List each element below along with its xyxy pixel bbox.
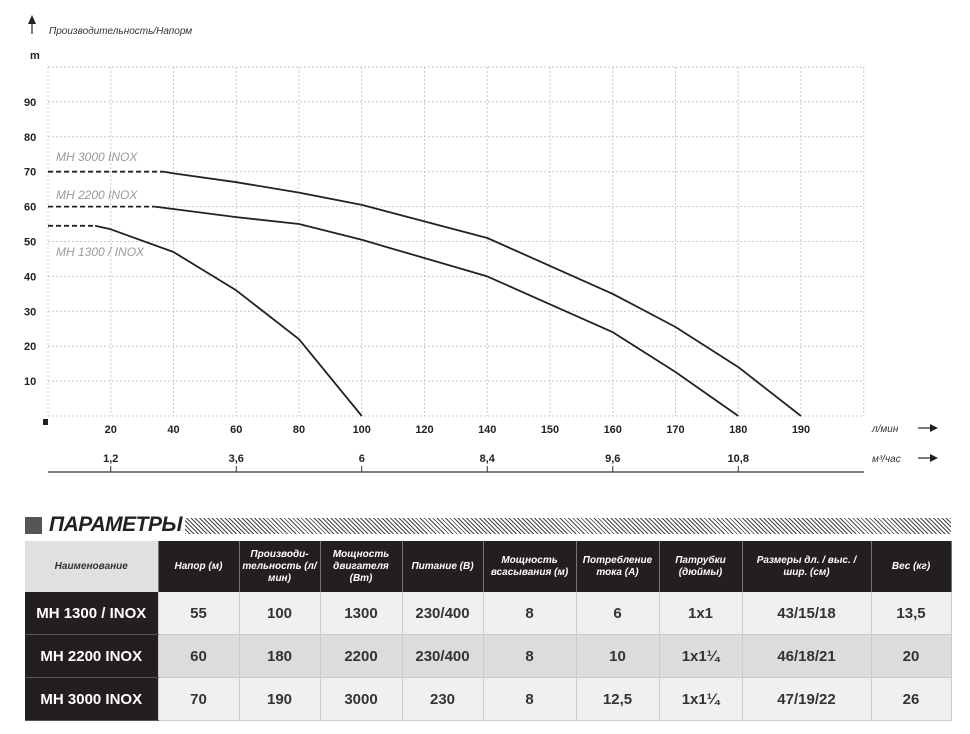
x-tick-label: 80 (293, 424, 305, 436)
table-cell: 8 (483, 634, 577, 678)
x2-tick-label: 3,6 (229, 453, 244, 465)
series-label-mh1300: MH 1300 / INOX (56, 245, 145, 259)
column-header: Потребление тока (А) (576, 541, 660, 592)
y-tick-label: 70 (24, 167, 36, 179)
x-tick-label: 180 (729, 424, 747, 436)
table-cell: 8 (483, 592, 577, 635)
y-tick-label: 60 (24, 202, 36, 214)
table-cell: 180 (239, 634, 321, 678)
table-cell: 12,5 (576, 677, 660, 721)
table-cell: 230/400 (402, 592, 484, 635)
y-tick-label: 80 (24, 132, 36, 144)
x2-axis-unit: м³/час (872, 454, 901, 465)
table-row: MH 3000 INOX 70 190 3000 230 8 12,5 1x1¼ 47/19/2… (25, 677, 952, 721)
column-header: Мощность двигателя (Вт) (320, 541, 403, 592)
grid (47, 66, 865, 417)
hatch-decoration (185, 518, 951, 534)
y-tick-label: 90 (24, 97, 36, 109)
y-tick-label: 20 (24, 341, 36, 353)
x-tick-label: 140 (478, 424, 496, 436)
y-tick-label: 50 (24, 237, 36, 249)
x-tick-label: 60 (230, 424, 242, 436)
column-header: Мощность всасывания (м) (483, 541, 577, 592)
table-cell: 1x1 (659, 592, 743, 635)
column-header: Напор (м) (158, 541, 240, 592)
table-cell: 13,5 (871, 592, 952, 635)
x2-tick-label: 1,2 (103, 453, 118, 465)
pump-performance-chart: Производительность/Напорм m 10 20 30 40 50 60… (24, 15, 938, 473)
table-cell: 100 (239, 592, 321, 635)
curve-MH 2200 INOX (154, 205, 739, 417)
y-axis-label: m (30, 50, 40, 62)
model-name-cell: MH 2200 INOX (25, 634, 159, 678)
x2-axis-arrow-icon (918, 454, 938, 462)
x2-tick-label: 8,4 (480, 453, 496, 465)
x-tick-label: 160 (604, 424, 622, 436)
params-title: ПАРАМЕТРЫ (49, 513, 182, 536)
x-tick-label: 190 (792, 424, 810, 436)
x-tick-label: 40 (167, 424, 179, 436)
series-label-mh2200: MH 2200 INOX (56, 188, 138, 202)
column-header: Патрубки (дюймы) (659, 541, 743, 592)
table-cell: 26 (871, 677, 952, 721)
table-cell: 1300 (320, 592, 403, 635)
x2-tick-label: 9,6 (605, 453, 620, 465)
x-tick-label: 20 (105, 424, 117, 436)
column-header: Питание (В) (402, 541, 484, 592)
column-header: Размеры дл. / выс. / шир. (см) (742, 541, 872, 592)
table-cell: 70 (158, 677, 240, 721)
column-header: Наименование (25, 541, 159, 592)
table-row: MH 2200 INOX 60 180 2200 230/400 8 10 1x1¼ 46/18… (25, 634, 952, 678)
x2-tick-label: 6 (359, 453, 365, 465)
table-cell: 8 (483, 677, 577, 721)
series-label-mh3000: MH 3000 INOX (56, 150, 138, 164)
y-axis-arrow-icon (28, 15, 36, 34)
chart-title: Производительность/Напорм (49, 26, 192, 37)
table-cell: 55 (158, 592, 240, 635)
table-cell: 20 (871, 634, 952, 678)
table-row: MH 1300 / INOX 55 100 1300 230/400 8 6 1x1 43/15… (25, 592, 952, 635)
x-tick-label: 120 (415, 424, 433, 436)
x-axis-unit-lmin: л/мин (871, 424, 899, 435)
curve-MH 1300 / INOX (94, 224, 363, 417)
table-cell: 60 (158, 634, 240, 678)
y-tick-label: 30 (24, 306, 36, 318)
table-cell: 3000 (320, 677, 403, 721)
y-tick-label: 40 (24, 271, 36, 283)
table-cell: 230 (402, 677, 484, 721)
table-cell: 6 (576, 592, 660, 635)
table-cell: 230/400 (402, 634, 484, 678)
x-tick-label: 170 (666, 424, 684, 436)
table-cell: 47/19/22 (742, 677, 872, 721)
table-cell: 46/18/21 (742, 634, 872, 678)
column-header: Производи- тельность (л/мин) (239, 541, 321, 592)
x-axis-arrow-icon (918, 424, 938, 432)
x2-tick-label: 10,8 (728, 453, 749, 465)
table-cell: 2200 (320, 634, 403, 678)
x-tick-label: 150 (541, 424, 559, 436)
title-square-icon (25, 517, 42, 534)
table-cell: 1x1¼ (659, 634, 743, 678)
curve-MH 3000 INOX (163, 170, 802, 417)
table-cell: 1x1¼ (659, 677, 743, 721)
column-header: Вес (кг) (871, 541, 952, 592)
x-tick-label: 100 (353, 424, 371, 436)
table-cell: 190 (239, 677, 321, 721)
table-cell: 10 (576, 634, 660, 678)
origin-marker (43, 419, 48, 425)
y-tick-label: 10 (24, 376, 36, 388)
table-header-row: Наименование Напор (м) Производи- тельност… (25, 541, 952, 592)
table-cell: 43/15/18 (742, 592, 872, 635)
params-title-bar: ПАРАМЕТРЫ (25, 513, 951, 537)
model-name-cell: MH 3000 INOX (25, 677, 159, 721)
params-table: Наименование Напор (м) Производи- тельност… (25, 541, 952, 721)
model-name-cell: MH 1300 / INOX (25, 592, 159, 635)
